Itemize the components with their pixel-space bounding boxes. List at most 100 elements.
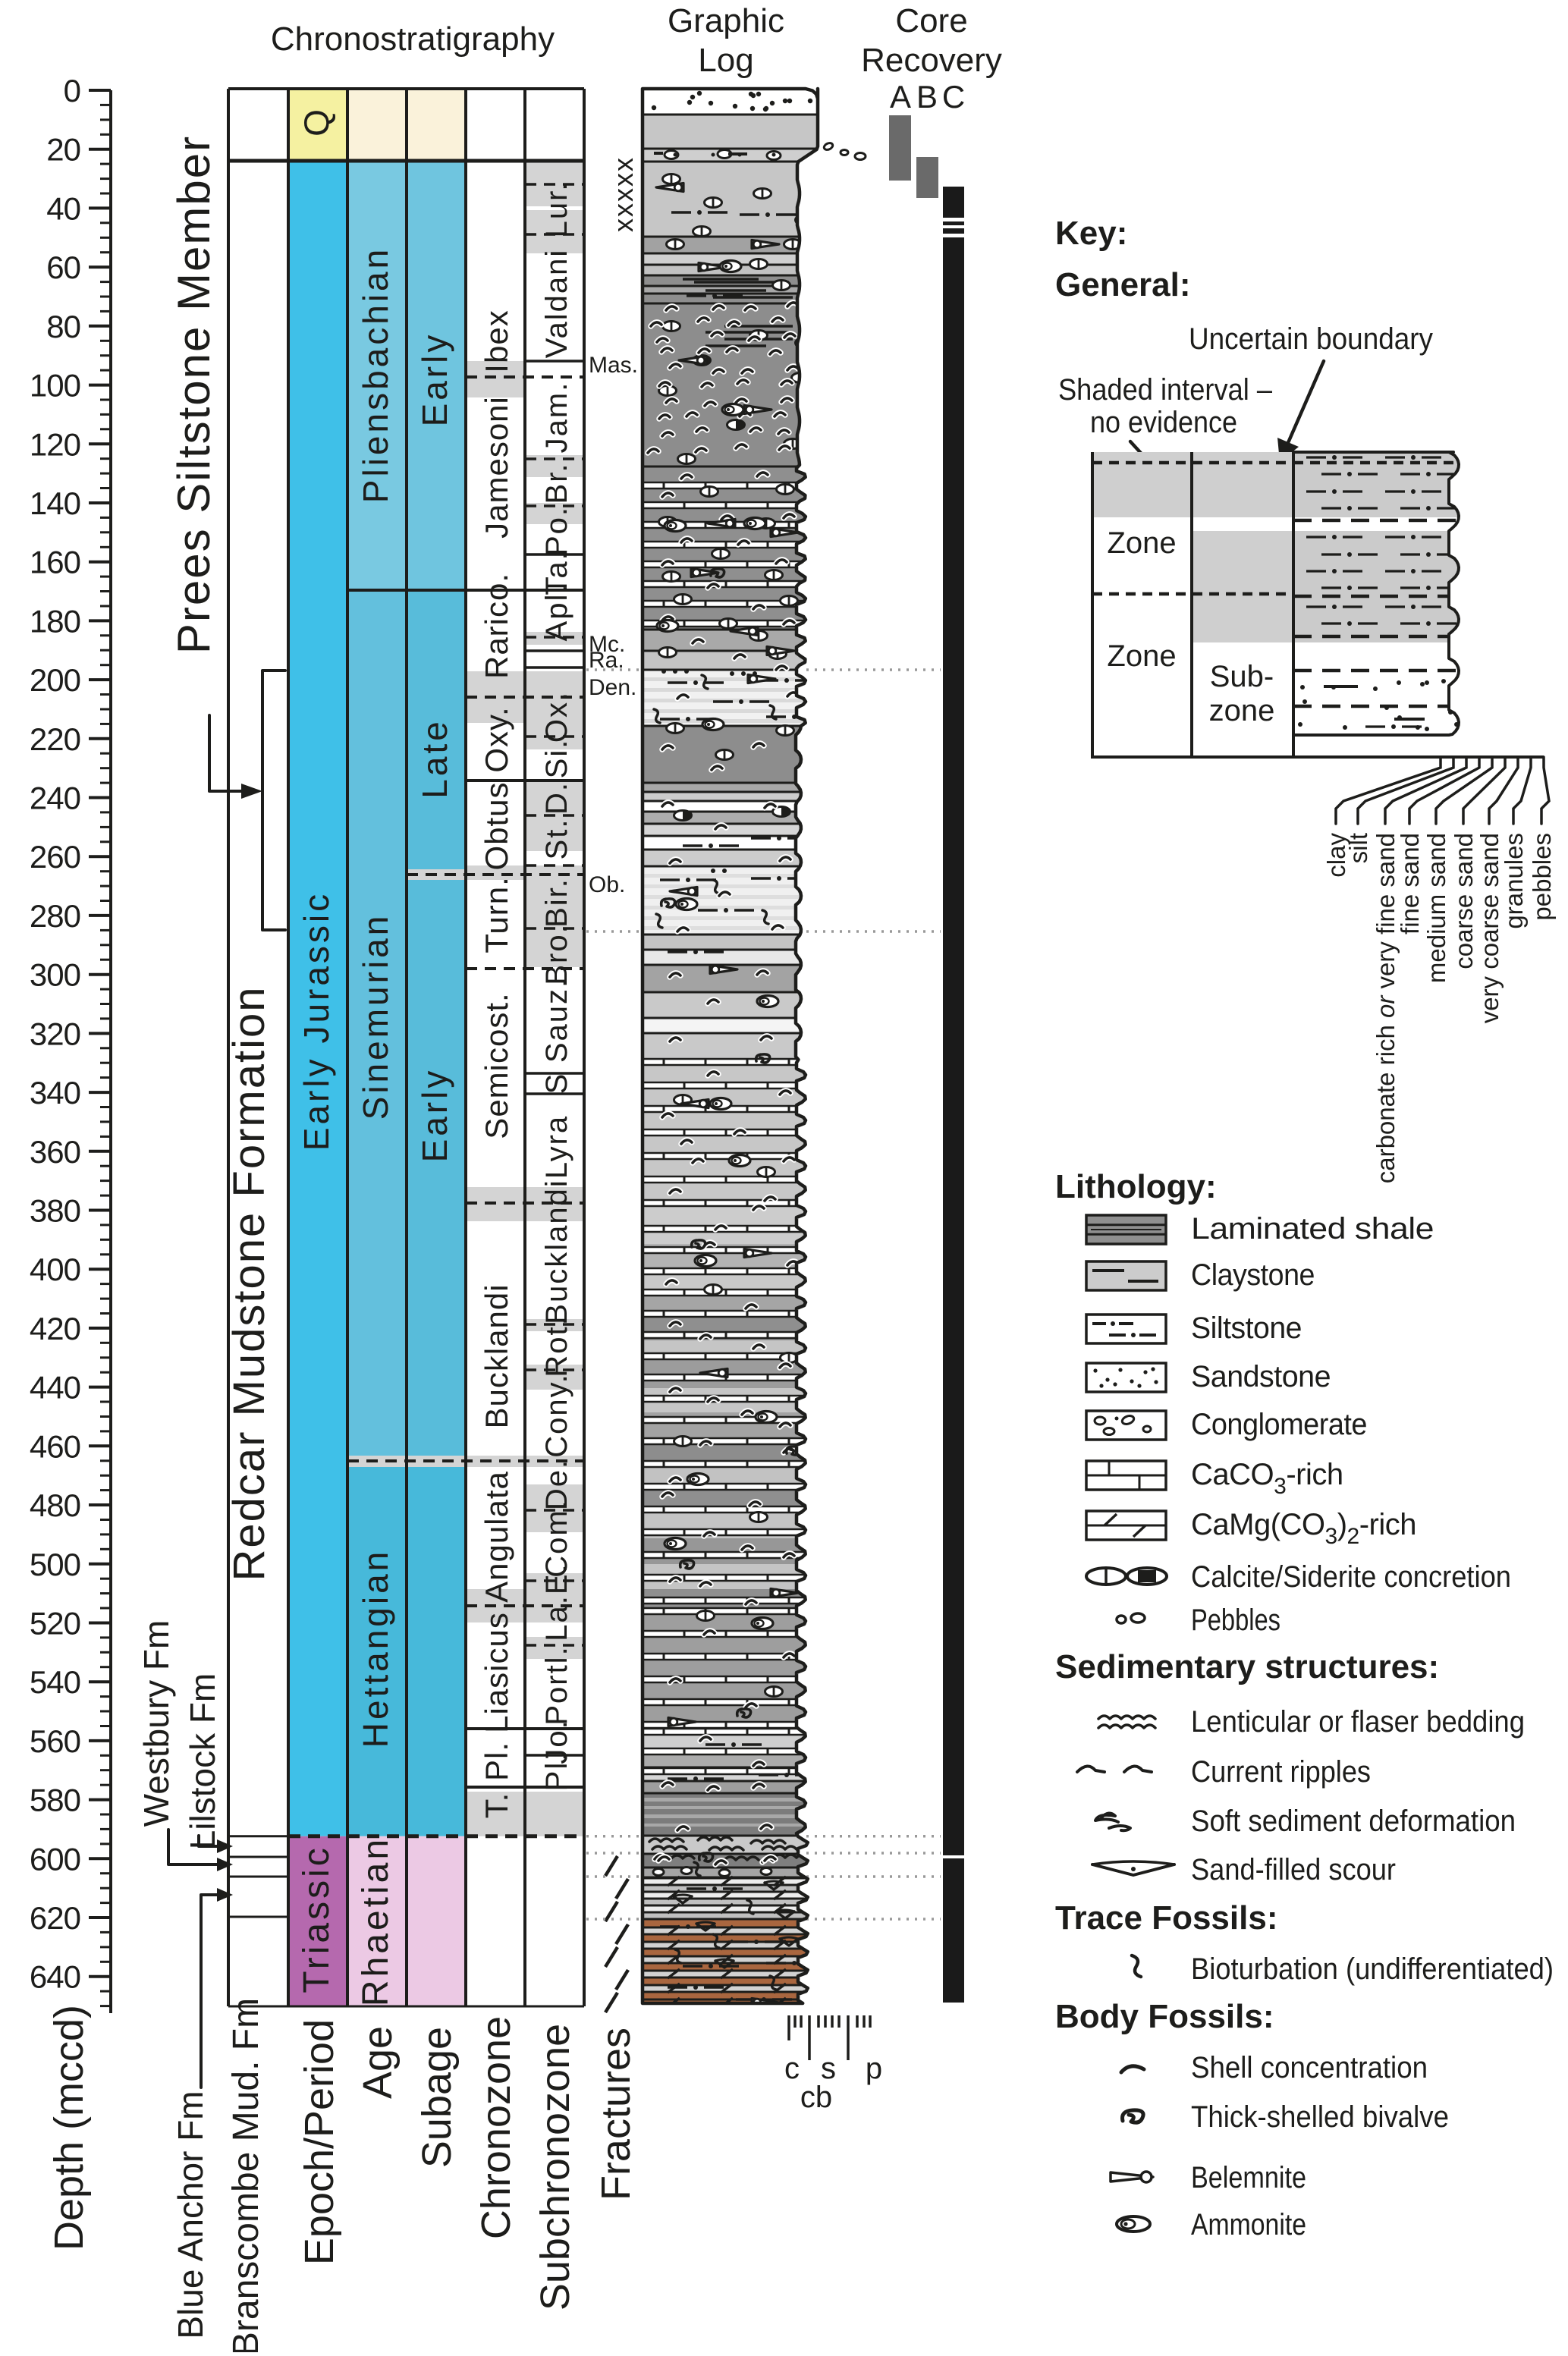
svg-text:Ra.: Ra. bbox=[589, 648, 624, 673]
svg-text:Prees Siltstone Member: Prees Siltstone Member bbox=[168, 135, 219, 654]
svg-text:Jamesoni: Jamesoni bbox=[479, 396, 514, 539]
svg-text:no evidence: no evidence bbox=[1090, 406, 1237, 439]
svg-text:20: 20 bbox=[46, 132, 80, 168]
svg-text:500: 500 bbox=[30, 1547, 80, 1582]
svg-text:Chronostratigraphy: Chronostratigraphy bbox=[271, 20, 555, 58]
svg-text:340: 340 bbox=[30, 1075, 80, 1110]
svg-text:Chronozone: Chronozone bbox=[473, 2016, 519, 2239]
svg-text:silt: silt bbox=[1344, 833, 1372, 863]
svg-text:Mc.: Mc. bbox=[589, 632, 625, 657]
svg-text:B: B bbox=[916, 79, 938, 115]
svg-text:Trace Fossils:: Trace Fossils: bbox=[1055, 1899, 1277, 1937]
svg-text:Rarico.: Rarico. bbox=[479, 573, 514, 679]
svg-text:Bioturbation (undifferentiated: Bioturbation (undifferentiated) bbox=[1191, 1952, 1554, 1986]
svg-text:Age: Age bbox=[355, 2026, 401, 2099]
svg-text:medium sand: medium sand bbox=[1422, 833, 1450, 983]
svg-text:440: 440 bbox=[30, 1370, 80, 1406]
svg-text:Sinemurian: Sinemurian bbox=[356, 913, 395, 1120]
svg-text:260: 260 bbox=[30, 839, 80, 875]
svg-text:Si.: Si. bbox=[540, 739, 573, 779]
svg-text:Angulata: Angulata bbox=[479, 1471, 514, 1603]
svg-text:140: 140 bbox=[30, 485, 80, 521]
svg-text:cb: cb bbox=[800, 2081, 832, 2114]
svg-text:Lenticular or flaser bedding: Lenticular or flaser bedding bbox=[1191, 1705, 1525, 1739]
svg-text:Pliensbachian: Pliensbachian bbox=[356, 247, 395, 503]
svg-text:Shell concentration: Shell concentration bbox=[1191, 2051, 1428, 2084]
svg-text:Log: Log bbox=[698, 42, 753, 79]
svg-text:Bucklandi: Bucklandi bbox=[540, 1179, 573, 1324]
svg-text:very coarse sand: very coarse sand bbox=[1475, 833, 1504, 1023]
svg-text:Bir.: Bir. bbox=[540, 878, 573, 928]
svg-text:580: 580 bbox=[30, 1783, 80, 1818]
svg-text:Westbury Fm: Westbury Fm bbox=[137, 1620, 176, 1827]
svg-text:De.: De. bbox=[540, 1459, 573, 1510]
svg-text:Branscombe Mud. Fm: Branscombe Mud. Fm bbox=[226, 1998, 266, 2352]
svg-text:clay: clay bbox=[1322, 833, 1350, 878]
svg-text:Q: Q bbox=[297, 109, 336, 137]
svg-text:Body Fossils:: Body Fossils: bbox=[1055, 1998, 1274, 2035]
svg-text:Bro.: Bro. bbox=[540, 923, 573, 985]
svg-text:520: 520 bbox=[30, 1606, 80, 1641]
svg-text:Liasicus: Liasicus bbox=[479, 1612, 514, 1733]
svg-text:C: C bbox=[942, 79, 965, 115]
svg-text:D.: D. bbox=[540, 781, 573, 815]
svg-text:Early: Early bbox=[415, 332, 454, 427]
svg-text:460: 460 bbox=[30, 1428, 80, 1464]
svg-text:Soft sediment deformation: Soft sediment deformation bbox=[1191, 1805, 1516, 1838]
svg-text:T.: T. bbox=[479, 1792, 514, 1819]
svg-text:Epoch/Period: Epoch/Period bbox=[297, 2019, 342, 2265]
svg-text:Com.: Com. bbox=[540, 1499, 573, 1578]
svg-text:Depth (mccd): Depth (mccd) bbox=[46, 2005, 92, 2251]
svg-text:60: 60 bbox=[46, 250, 80, 285]
svg-text:480: 480 bbox=[30, 1487, 80, 1523]
svg-text:220: 220 bbox=[30, 721, 80, 757]
svg-text:Br.: Br. bbox=[540, 463, 573, 504]
svg-text:S: S bbox=[540, 1073, 573, 1095]
svg-text:Ox.: Ox. bbox=[540, 691, 573, 743]
svg-text:Recovery: Recovery bbox=[861, 42, 1002, 79]
svg-text:Apl.: Apl. bbox=[540, 583, 573, 642]
svg-text:Pebbles: Pebbles bbox=[1191, 1604, 1280, 1637]
svg-text:Rot.: Rot. bbox=[540, 1315, 573, 1377]
svg-text:160: 160 bbox=[30, 545, 80, 580]
svg-text:Ob.: Ob. bbox=[589, 872, 625, 897]
svg-text:600: 600 bbox=[30, 1841, 80, 1877]
svg-text:xxxxx: xxxxx bbox=[608, 156, 639, 232]
svg-text:Lithology:: Lithology: bbox=[1055, 1168, 1217, 1205]
svg-text:Pl.: Pl. bbox=[540, 1751, 573, 1792]
svg-text:St.: St. bbox=[540, 818, 573, 860]
svg-text:540: 540 bbox=[30, 1664, 80, 1700]
svg-text:Sandstone: Sandstone bbox=[1191, 1360, 1331, 1393]
svg-text:Calcite/Siderite concretion: Calcite/Siderite concretion bbox=[1191, 1560, 1511, 1594]
svg-text:Triassic: Triassic bbox=[297, 1845, 337, 1993]
svg-text:s: s bbox=[821, 2052, 836, 2085]
svg-text:carbonate rich or very fine sa: carbonate rich or very fine sand bbox=[1372, 833, 1400, 1183]
svg-text:420: 420 bbox=[30, 1311, 80, 1346]
svg-text:Blue Anchor Fm: Blue Anchor Fm bbox=[171, 2091, 210, 2339]
svg-text:granules: granules bbox=[1500, 833, 1528, 929]
svg-text:Claystone: Claystone bbox=[1191, 1258, 1315, 1292]
svg-text:Lyra: Lyra bbox=[540, 1115, 573, 1179]
svg-text:Thick-shelled bivalve: Thick-shelled bivalve bbox=[1191, 2100, 1449, 2134]
svg-text:Subchronozone: Subchronozone bbox=[533, 2024, 578, 2310]
svg-text:400: 400 bbox=[30, 1252, 80, 1287]
svg-text:Cony.: Cony. bbox=[540, 1373, 573, 1458]
svg-text:Mas.: Mas. bbox=[589, 353, 638, 378]
svg-text:Jam.: Jam. bbox=[540, 382, 573, 454]
svg-text:Po.: Po. bbox=[540, 506, 573, 556]
svg-text:Shaded interval –: Shaded interval – bbox=[1058, 373, 1273, 407]
svg-text:Valdani: Valdani bbox=[540, 249, 573, 358]
svg-text:Siltstone: Siltstone bbox=[1191, 1312, 1302, 1345]
svg-text:Hettangian: Hettangian bbox=[356, 1549, 395, 1748]
svg-text:Rhaetian: Rhaetian bbox=[356, 1836, 396, 2006]
svg-text:Uncertain boundary: Uncertain boundary bbox=[1189, 322, 1433, 356]
svg-text:Fractures: Fractures bbox=[593, 2028, 639, 2201]
svg-text:Bucklandi: Bucklandi bbox=[479, 1283, 514, 1428]
svg-text:p: p bbox=[866, 2052, 882, 2085]
svg-text:Current ripples: Current ripples bbox=[1191, 1755, 1371, 1789]
svg-text:40: 40 bbox=[46, 190, 80, 226]
svg-text:620: 620 bbox=[30, 1900, 80, 1936]
svg-text:Laminated shale: Laminated shale bbox=[1191, 1212, 1434, 1246]
svg-text:Zone: Zone bbox=[1107, 639, 1176, 673]
svg-text:300: 300 bbox=[30, 957, 80, 993]
